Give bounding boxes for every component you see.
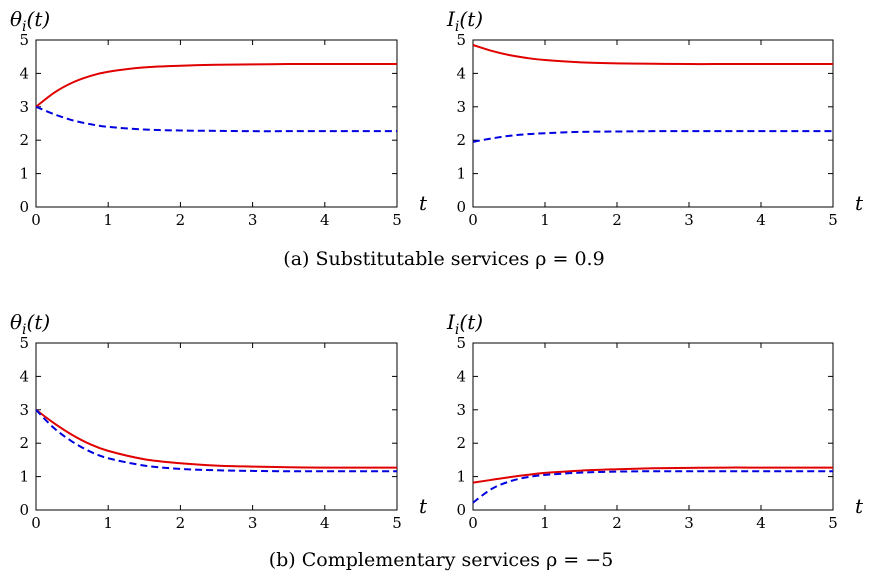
y-tick-label: 3: [19, 98, 29, 116]
x-tick-label: 5: [392, 514, 402, 532]
x-tick-label: 1: [540, 211, 550, 229]
y-tick-label: 4: [456, 367, 466, 385]
series-line-solid: [35, 63, 397, 108]
y-axis-label: θi(t): [10, 7, 50, 35]
y-tick-label: 2: [456, 131, 466, 149]
x-tick-label: 4: [756, 211, 766, 229]
x-tick-label: 4: [320, 211, 330, 229]
x-tick-label: 3: [248, 514, 258, 532]
y-tick-label: 4: [456, 64, 466, 82]
x-tick-label: 2: [612, 211, 622, 229]
y-tick-label: 2: [456, 434, 466, 452]
x-tick-label: 3: [684, 211, 694, 229]
plot-frame: [35, 39, 398, 208]
y-tick-label: 5: [19, 334, 29, 352]
x-tick-label: 5: [392, 211, 402, 229]
y-tick-label: 1: [19, 165, 29, 183]
y-tick-label: 3: [456, 98, 466, 116]
y-tick-label: 5: [456, 334, 466, 352]
y-axis-label: Ii(t): [446, 7, 483, 35]
y-tick-label: 1: [19, 468, 29, 486]
y-tick-label: 2: [19, 434, 29, 452]
y-tick-label: 5: [19, 31, 29, 49]
x-axis-label: t: [855, 191, 864, 215]
x-tick-label: 1: [103, 211, 113, 229]
y-tick-label: 0: [456, 501, 466, 519]
y-tick-label: 4: [19, 367, 29, 385]
x-tick-label: 0: [468, 514, 478, 532]
x-tick-label: 2: [176, 211, 186, 229]
x-tick-label: 5: [828, 514, 838, 532]
y-axis-label: Ii(t): [446, 310, 483, 338]
plot-frame: [472, 342, 834, 511]
x-tick-label: 5: [828, 211, 838, 229]
series-line-dashed: [35, 409, 397, 473]
x-tick-label: 0: [468, 211, 478, 229]
series-line-solid: [472, 466, 834, 484]
x-tick-label: 1: [103, 514, 113, 532]
y-tick-label: 3: [456, 401, 466, 419]
series-line-solid: [35, 408, 398, 469]
caption-b: (b) Complementary services ρ = −5: [269, 549, 614, 571]
y-tick-label: 2: [19, 131, 29, 149]
x-tick-label: 2: [176, 514, 186, 532]
y-tick-label: 0: [456, 198, 466, 216]
y-tick-label: 0: [19, 501, 29, 519]
series-line-dashed: [472, 130, 833, 143]
y-tick-label: 4: [19, 64, 29, 82]
x-axis-label: t: [419, 494, 428, 518]
x-tick-label: 4: [320, 514, 330, 532]
series-line-dashed: [35, 105, 397, 133]
y-tick-label: 0: [19, 198, 29, 216]
y-tick-label: 3: [19, 401, 29, 419]
y-tick-label: 1: [456, 468, 466, 486]
x-axis-label: t: [419, 191, 428, 215]
x-tick-label: 2: [612, 514, 622, 532]
x-tick-label: 3: [684, 514, 694, 532]
x-axis-label: t: [855, 494, 864, 518]
y-tick-label: 5: [456, 31, 466, 49]
x-tick-label: 0: [31, 211, 41, 229]
plot-frame: [472, 39, 834, 208]
series-line-solid: [472, 44, 833, 66]
x-tick-label: 4: [756, 514, 766, 532]
plot-frame: [35, 342, 398, 511]
series-line-dashed: [472, 470, 833, 504]
x-tick-label: 3: [248, 211, 258, 229]
y-axis-label: θi(t): [10, 310, 50, 338]
caption-a: (a) Substitutable services ρ = 0.9: [283, 248, 604, 270]
y-tick-label: 1: [456, 165, 466, 183]
x-tick-label: 1: [540, 514, 550, 532]
x-tick-label: 0: [31, 514, 41, 532]
